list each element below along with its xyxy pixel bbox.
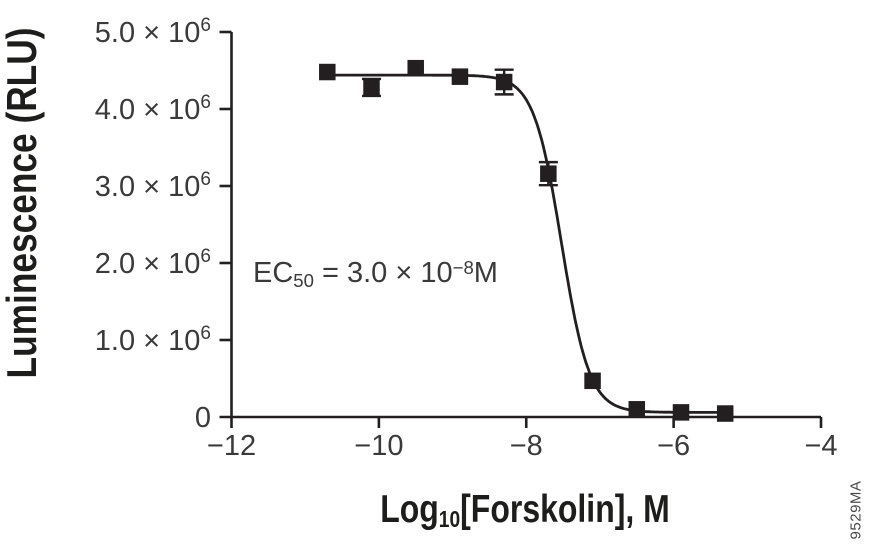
ec50-annotation-pre: EC <box>253 257 294 289</box>
x-tick-label: −6 <box>657 430 690 462</box>
x-tick-label: −12 <box>207 430 256 462</box>
ec50-annotation-superscript: −8 <box>452 257 474 279</box>
data-point-marker <box>584 372 601 390</box>
x-axis-title-subscript: 10 <box>438 506 461 533</box>
y-tick-label: 0 <box>195 402 211 434</box>
y-tick-label: 5.0 × 106 <box>95 15 211 49</box>
x-axis-title-pre: Log <box>380 488 439 531</box>
ec50-annotation-mid: = 3.0 × 10 <box>313 257 453 289</box>
ec50-annotation-subscript: 50 <box>293 270 314 292</box>
y-axis-title-text: Luminescence (RLU) <box>0 27 45 379</box>
data-point-marker <box>716 405 734 422</box>
x-axis-title: Log10[Forskolin], M <box>380 490 670 532</box>
data-point-marker <box>451 68 469 85</box>
x-axis-title-post: [Forskolin], M <box>460 488 670 531</box>
data-point-marker <box>319 63 336 81</box>
x-tick-label: −4 <box>804 430 837 462</box>
figure-code: 9529MA <box>847 480 865 540</box>
y-tick-label: 2.0 × 106 <box>95 246 211 280</box>
data-point-marker <box>363 79 380 96</box>
fit-curve <box>325 73 727 414</box>
x-tick-label: −8 <box>510 430 543 462</box>
y-tick-label: 1.0 × 106 <box>95 323 211 357</box>
data-point-marker <box>672 404 690 421</box>
data-point-marker <box>540 165 557 182</box>
data-point-marker <box>495 73 513 91</box>
x-tick-label: −10 <box>354 430 403 462</box>
y-tick-label: 4.0 × 106 <box>95 92 211 126</box>
y-axis-title: Luminescence (RLU) <box>0 27 45 379</box>
ec50-annotation-post: M <box>473 257 498 289</box>
ec50-annotation: EC50 = 3.0 × 10−8M <box>253 257 498 292</box>
y-tick-label: 3.0 × 106 <box>95 169 211 203</box>
data-point-marker <box>407 59 424 77</box>
data-point-marker <box>628 401 646 418</box>
